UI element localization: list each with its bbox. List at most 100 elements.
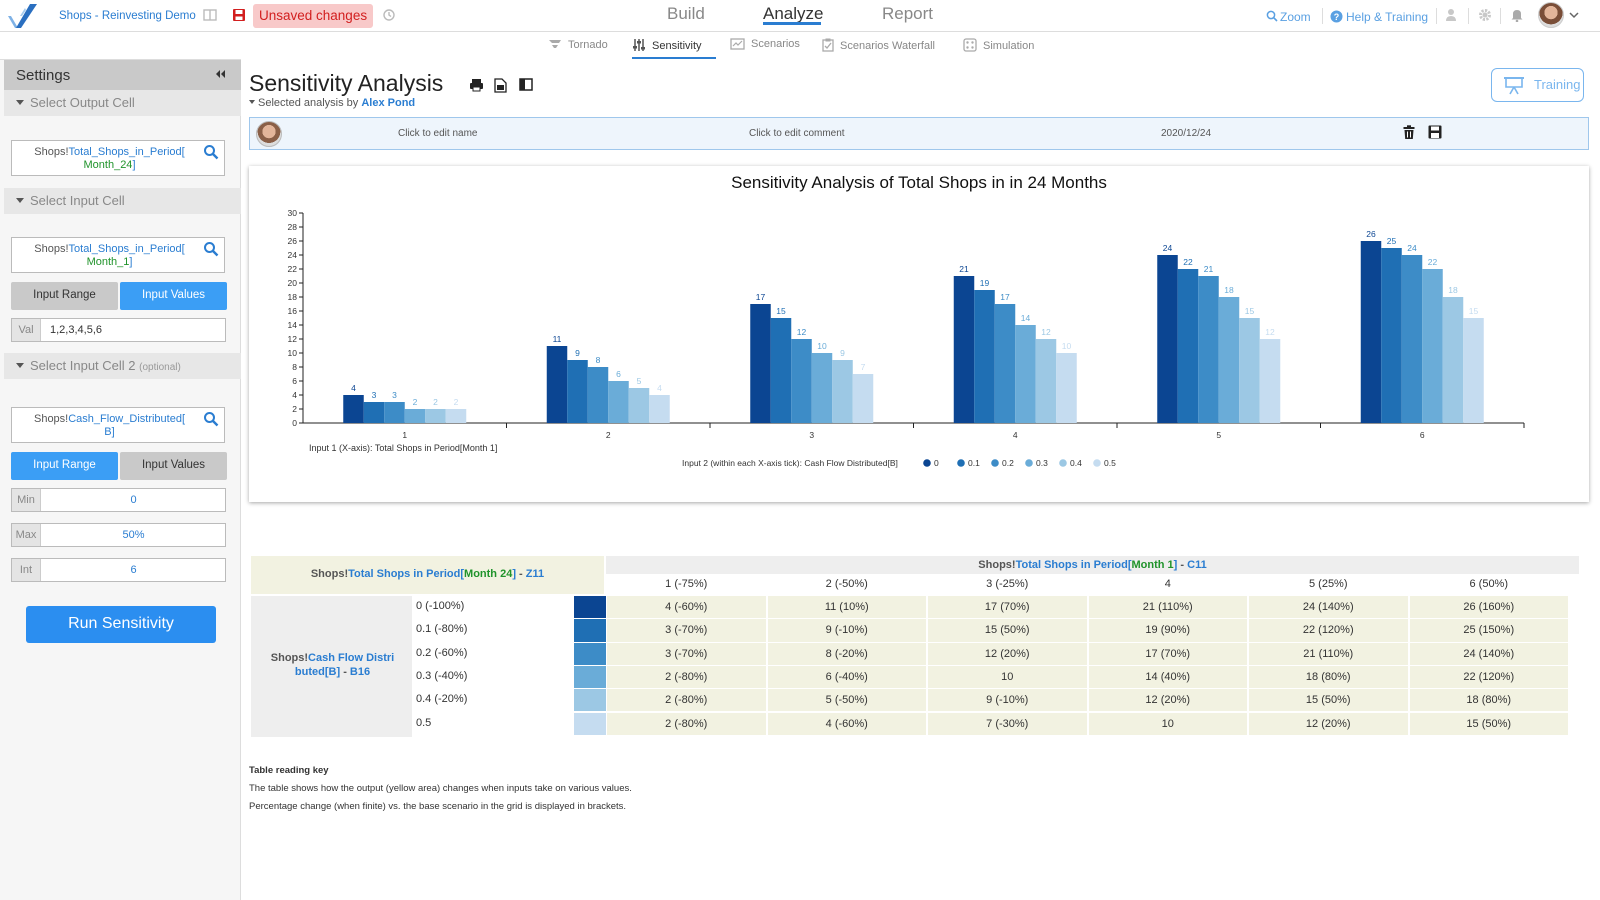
zoom-link[interactable]: Zoom [1280,10,1311,24]
selected-analysis-by[interactable]: Selected analysis by Alex Pond [249,97,415,109]
table-cell[interactable]: 21 (110%) [1249,642,1408,665]
nav-build[interactable]: Build [667,4,705,23]
bar [1218,297,1240,423]
table-cell[interactable]: 5 (-50%) [767,689,926,712]
divider [1468,8,1469,24]
save-analysis-icon[interactable] [1428,125,1442,139]
cell-name: Cash_Flow_Distributed[ [68,413,186,425]
table-cell[interactable]: 4 (-60%) [607,596,766,619]
input-values-button[interactable]: Input Values [120,282,227,310]
table-cell[interactable]: 24 (140%) [1249,596,1408,619]
table-cell[interactable]: 15 (50%) [928,619,1087,642]
table-cell[interactable]: 26 (160%) [1409,596,1568,619]
edit-name-field[interactable]: Click to edit name [398,128,478,139]
tab-tornado[interactable]: Tornado [548,38,608,59]
selected-by-name[interactable]: Alex Pond [361,97,416,109]
table-cell[interactable]: 12 (20%) [1249,712,1408,735]
output-cell-field[interactable]: Shops!Total_Shops_in_Period[Month_24] [11,140,225,176]
row-label: 0 (-100%) [416,600,465,612]
table-cell[interactable]: 10 [1088,712,1247,735]
table-cell[interactable]: 11 (10%) [767,596,926,619]
app-logo-icon[interactable] [6,2,40,30]
table-cell[interactable]: 17 (70%) [1088,642,1247,665]
nav-report[interactable]: Report [882,4,934,23]
table-cell[interactable]: 24 (140%) [1409,642,1568,665]
table-cell[interactable]: 2 (-80%) [607,712,766,735]
table-cell[interactable]: 8 (-20%) [767,642,926,665]
edit-comment-field[interactable]: Click to edit comment [749,128,845,139]
table-cell[interactable]: 7 (-30%) [928,712,1087,735]
table-cell[interactable]: 22 (120%) [1249,619,1408,642]
table-cell[interactable]: 4 (-60%) [767,712,926,735]
table-cell[interactable]: 22 (120%) [1409,665,1568,689]
tab-simulation[interactable]: Simulation [963,38,1034,59]
unsaved-changes-badge[interactable]: Unsaved changes [253,4,374,28]
table-cell[interactable]: 14 (40%) [1088,665,1247,689]
table-cell[interactable]: 18 (80%) [1409,689,1568,712]
user-settings-icon[interactable] [1445,8,1459,22]
table-cell[interactable]: 19 (90%) [1088,619,1247,642]
tab-tornado-label: Tornado [568,39,608,51]
run-sensitivity-button[interactable]: Run Sensitivity [26,606,216,643]
x-axis-label: Input 1 (X-axis): Total Shops in Period[… [309,443,497,453]
min-input[interactable]: Min 0 [11,488,226,512]
search-icon[interactable] [203,144,219,160]
panel-toggle-icon[interactable] [519,78,533,91]
gear-icon[interactable] [1478,8,1492,22]
zoom-search-icon[interactable] [1266,10,1278,22]
bar [750,304,771,423]
table-cell[interactable]: 2 (-80%) [607,689,766,712]
training-label: Training [1534,77,1581,92]
nav-analyze[interactable]: Analyze [763,4,824,23]
history-icon[interactable] [382,8,396,22]
training-button[interactable]: Training [1491,68,1584,102]
delete-icon[interactable] [1403,125,1415,140]
max-input[interactable]: Max 50% [11,523,226,547]
interval-input[interactable]: Int 6 [11,558,226,582]
output-cell-section-header[interactable]: Select Output Cell [4,90,241,116]
table-cell[interactable]: 10 [928,665,1087,689]
search-icon[interactable] [203,411,219,427]
table-cell[interactable]: 21 (110%) [1088,596,1247,619]
bell-icon[interactable] [1510,8,1524,22]
tab-sensitivity[interactable]: Sensitivity [632,38,716,59]
export-file-icon[interactable] [494,78,507,93]
table-cell[interactable]: 12 (20%) [928,642,1087,665]
input-cell-2-section-header[interactable]: Select Input Cell 2 (optional) [4,353,241,379]
input-cell-field[interactable]: Shops!Total_Shops_in_Period[Month_1] [11,237,225,273]
input-range-2-button[interactable]: Input Range [11,452,118,480]
app-title[interactable]: Shops - Reinvesting Demo [59,10,196,22]
table-cell[interactable]: 9 (-10%) [767,619,926,642]
book-icon[interactable] [203,8,217,22]
table-cell[interactable]: 3 (-70%) [607,642,766,665]
user-avatar[interactable] [1538,2,1564,28]
table-cell[interactable]: 25 (150%) [1409,619,1568,642]
save-icon[interactable] [232,8,246,22]
search-icon[interactable] [203,241,219,257]
table-cell[interactable]: 18 (80%) [1249,665,1408,689]
tab-scenarios[interactable]: Scenarios [730,38,800,59]
input-values-2-button[interactable]: Input Values [120,452,227,480]
table-cell[interactable]: 2 (-80%) [607,665,766,689]
input-cell-section-header[interactable]: Select Input Cell [4,188,241,214]
print-icon[interactable] [469,78,484,92]
values-input[interactable]: Val 1,2,3,4,5,6 [11,318,226,342]
x-tick-label: 4 [1013,430,1018,440]
input-cell-2-field[interactable]: Shops!Cash_Flow_Distributed[B] [11,407,225,443]
help-training-link[interactable]: Help & Training [1346,10,1429,24]
table-cell[interactable]: 17 (70%) [928,596,1087,619]
collapse-sidebar-icon[interactable] [214,69,226,79]
table-cell[interactable]: 3 (-70%) [607,619,766,642]
table-cell[interactable]: 9 (-10%) [928,689,1087,712]
bar-data-label: 9 [575,348,580,358]
tab-scenarios-waterfall[interactable]: Scenarios Waterfall [822,38,935,59]
help-icon[interactable]: ? [1330,10,1343,23]
chevron-down-icon[interactable] [1569,11,1579,19]
table-cell[interactable]: 15 (50%) [1409,712,1568,735]
input-range-button[interactable]: Input Range [11,282,118,310]
table-cell[interactable]: 15 (50%) [1249,689,1408,712]
table-cell[interactable]: 6 (-40%) [767,665,926,689]
cell-bracket: ] [129,256,133,268]
table-cell[interactable]: 12 (20%) [1088,689,1247,712]
sheet-prefix: Shops! [978,559,1016,571]
